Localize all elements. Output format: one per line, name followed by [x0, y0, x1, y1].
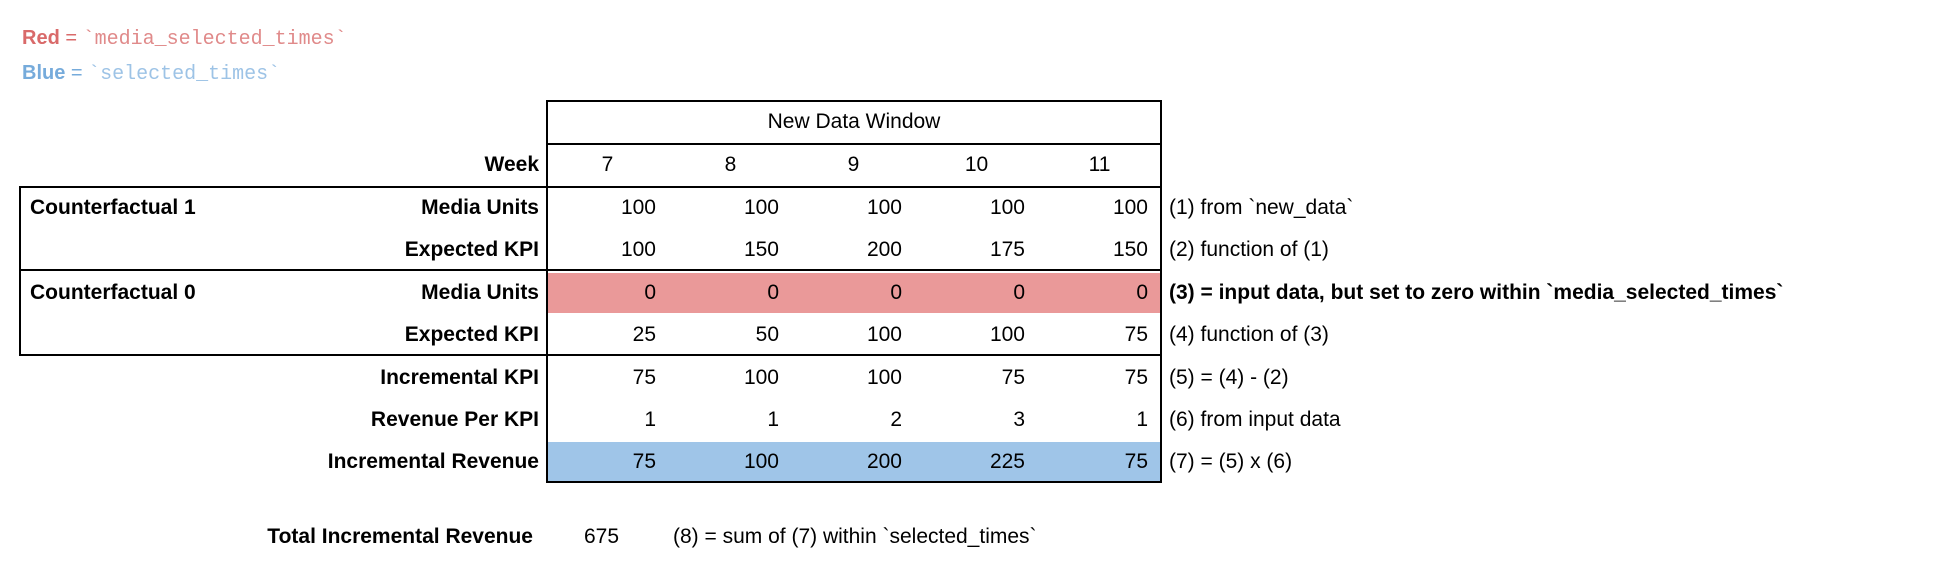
legend-red-code: `media_selected_times` [82, 28, 347, 51]
cell-value: 100 [989, 323, 1025, 346]
cell-value: 175 [989, 238, 1025, 261]
row-annotation: (6) from input data [1169, 408, 1341, 431]
selected-times-highlight [548, 442, 1160, 481]
week-col-header: 11 [1088, 153, 1111, 176]
cell-value: 100 [743, 196, 779, 219]
week-col-header: 10 [964, 153, 989, 176]
table-row-media-units-cf1: Counterfactual 1 Media Units 100 100 100 … [0, 186, 1960, 229]
cell-value: 100 [743, 366, 779, 389]
legend-red-label: Red [22, 27, 60, 49]
row-annotation: (5) = (4) - (2) [1169, 366, 1289, 389]
row-annotation: (7) = (5) x (6) [1169, 450, 1293, 473]
legend-blue-equals: = [65, 62, 89, 84]
total-row: Total Incremental Revenue 675 (8) = sum … [0, 516, 1960, 558]
row-annotation: (1) from `new_data` [1169, 196, 1354, 219]
cell-value: 150 [1112, 238, 1148, 261]
cell-value: 100 [743, 450, 779, 473]
cell-value: 100 [866, 366, 902, 389]
cell-value: 1 [644, 408, 656, 431]
grid-line [546, 186, 1162, 188]
row-label: Expected KPI [404, 238, 539, 261]
week-label: Week [484, 153, 539, 176]
new-data-window-title: New Data Window [767, 110, 941, 133]
cell-value: 100 [866, 323, 902, 346]
cell-value: 100 [620, 238, 656, 261]
week-col-header: 9 [847, 153, 860, 176]
table-row-incremental-revenue: Incremental Revenue 75 100 200 225 75 (7… [0, 440, 1960, 483]
cell-value: 200 [866, 450, 902, 473]
week-col-header: 7 [601, 153, 614, 176]
total-label: Total Incremental Revenue [267, 525, 533, 548]
legend-red: Red = `media_selected_times` [22, 22, 347, 54]
cell-value: 75 [1124, 366, 1148, 389]
total-annotation: (8) = sum of (7) within `selected_times` [673, 525, 1037, 548]
legend-blue: Blue = `selected_times` [22, 57, 280, 89]
cell-value: 100 [620, 196, 656, 219]
group-label-counterfactual-0: Counterfactual 0 [30, 281, 196, 304]
cell-value: 3 [1013, 408, 1025, 431]
row-label: Incremental Revenue [327, 450, 539, 473]
group-label-counterfactual-1: Counterfactual 1 [30, 196, 196, 219]
cell-value: 100 [1112, 196, 1148, 219]
row-label: Revenue Per KPI [370, 408, 539, 431]
week-header-row: Week 7 8 9 10 11 [0, 143, 1960, 186]
table-row-incremental-kpi: Incremental KPI 75 100 100 75 75 (5) = (… [0, 356, 1960, 399]
row-label: Expected KPI [404, 323, 539, 346]
cell-value: 150 [743, 238, 779, 261]
cell-value: 0 [890, 281, 902, 304]
new-data-window-row: New Data Window [0, 100, 1960, 143]
cell-value: 50 [755, 323, 779, 346]
cell-value: 25 [632, 323, 656, 346]
cell-value: 200 [866, 238, 902, 261]
cell-value: 75 [1124, 450, 1148, 473]
total-value: 675 [583, 525, 620, 548]
cell-value: 75 [1124, 323, 1148, 346]
cell-value: 0 [1136, 281, 1148, 304]
cell-value: 225 [989, 450, 1025, 473]
row-annotation: (2) function of (1) [1169, 238, 1329, 261]
cell-value: 2 [890, 408, 902, 431]
row-label: Incremental KPI [380, 366, 539, 389]
cell-value: 1 [1136, 408, 1148, 431]
grid-line [546, 269, 1162, 271]
row-label: Media Units [421, 196, 539, 219]
cell-value: 75 [1001, 366, 1025, 389]
row-annotation: (4) function of (3) [1169, 323, 1329, 346]
cell-value: 0 [644, 281, 656, 304]
legend-red-equals: = [59, 27, 83, 49]
row-label: Media Units [421, 281, 539, 304]
media-selected-times-highlight [548, 273, 1160, 313]
cell-value: 1 [767, 408, 779, 431]
cell-value: 0 [767, 281, 779, 304]
cell-value: 100 [866, 196, 902, 219]
table-row-media-units-cf0: Counterfactual 0 Media Units 0 0 0 0 0 (3… [0, 271, 1960, 314]
grid-line [546, 354, 1162, 356]
row-annotation: (3) = input data, but set to zero within… [1169, 281, 1784, 304]
week-col-header: 8 [724, 153, 737, 176]
legend-blue-label: Blue [22, 62, 66, 84]
cell-value: 75 [632, 450, 656, 473]
legend-blue-code: `selected_times` [88, 63, 281, 86]
table-row-expected-kpi-cf0: Expected KPI 25 50 100 100 75 (4) functi… [0, 313, 1960, 356]
table-row-revenue-per-kpi: Revenue Per KPI 1 1 2 3 1 (6) from input… [0, 398, 1960, 441]
cell-value: 75 [632, 366, 656, 389]
cell-value: 100 [989, 196, 1025, 219]
cell-value: 0 [1013, 281, 1025, 304]
table-row-expected-kpi-cf1: Expected KPI 100 150 200 175 150 (2) fun… [0, 228, 1960, 271]
